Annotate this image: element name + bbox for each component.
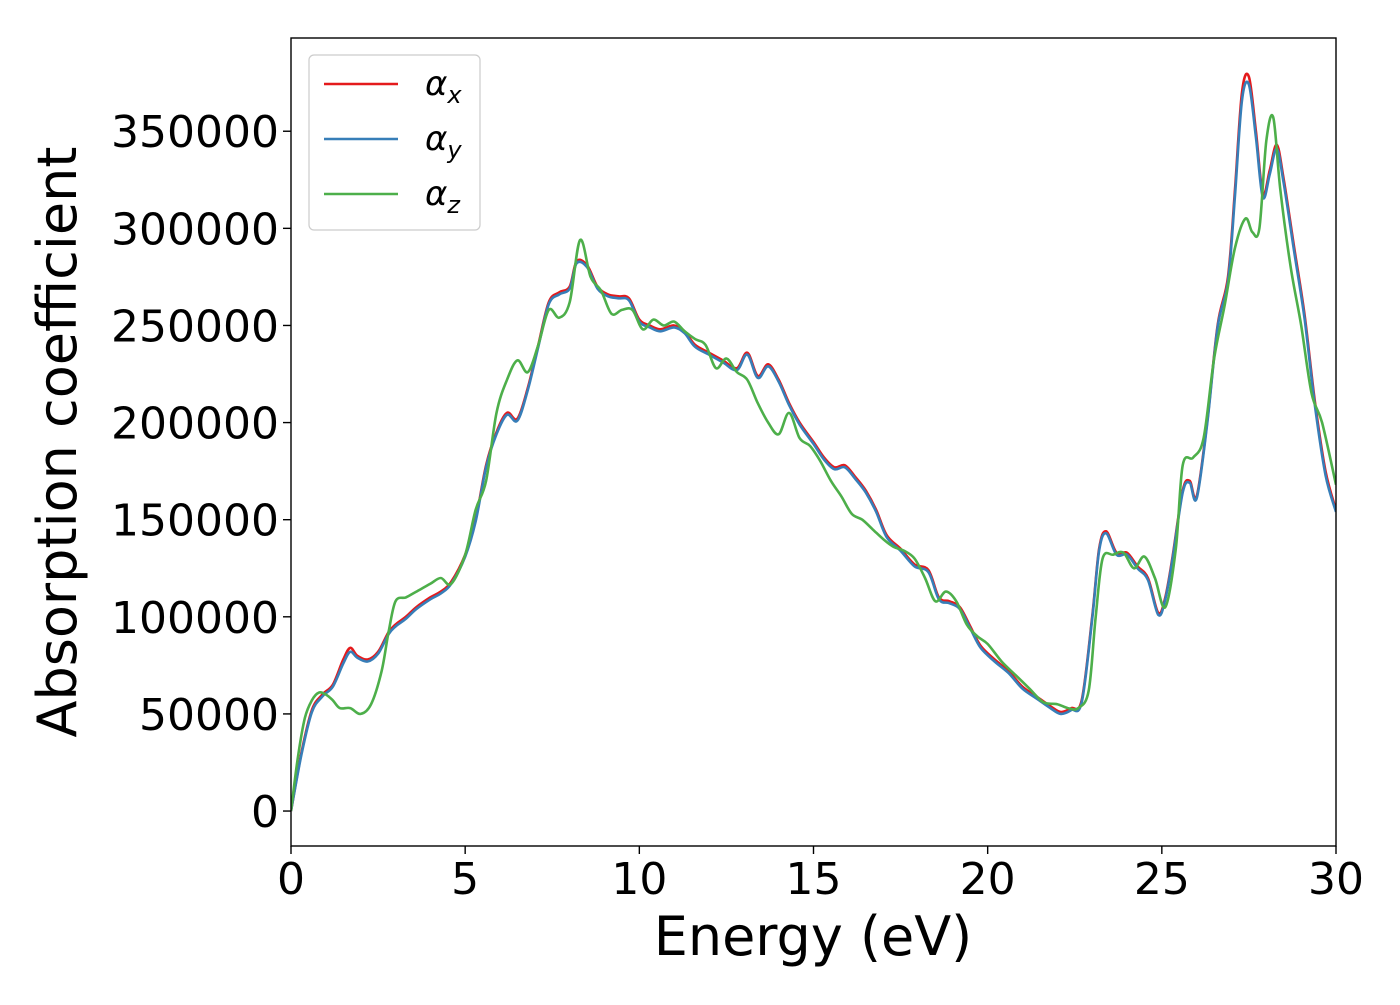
series-line-z (291, 113, 1336, 812)
x-tick-label: 10 (611, 854, 667, 905)
y-tick-label: 200000 (111, 399, 279, 450)
y-tick-label: 300000 (111, 204, 279, 255)
y-tick-label: 250000 (111, 301, 279, 352)
x-axis-title: Energy (eV) (654, 905, 973, 968)
x-tick-label: 25 (1134, 854, 1190, 905)
y-axis-title: Absorption coefficient (26, 147, 89, 738)
y-tick-label: 150000 (111, 496, 279, 547)
x-tick-label: 5 (451, 854, 479, 905)
legend-label-z: αz (425, 174, 461, 219)
y-tick-label: 100000 (111, 593, 279, 644)
y-tick-label: 350000 (111, 107, 279, 158)
y-axis-ticks: 0 50000 100000 150000 200000 250000 300000 3500… (111, 107, 291, 838)
x-tick-label: 0 (277, 854, 305, 905)
legend: αx αy αz (308, 54, 481, 231)
legend-box (308, 54, 481, 231)
y-tick-label: 0 (251, 787, 279, 838)
legend-label-x: αx (425, 64, 462, 109)
x-axis-ticks: 0 5 10 15 20 25 30 (277, 846, 1364, 905)
x-tick-label: 15 (786, 854, 842, 905)
x-tick-label: 30 (1308, 854, 1364, 905)
x-tick-label: 20 (960, 854, 1016, 905)
legend-label-y: αy (425, 119, 462, 164)
y-tick-label: 50000 (139, 690, 279, 741)
plot-lines (291, 72, 1336, 812)
